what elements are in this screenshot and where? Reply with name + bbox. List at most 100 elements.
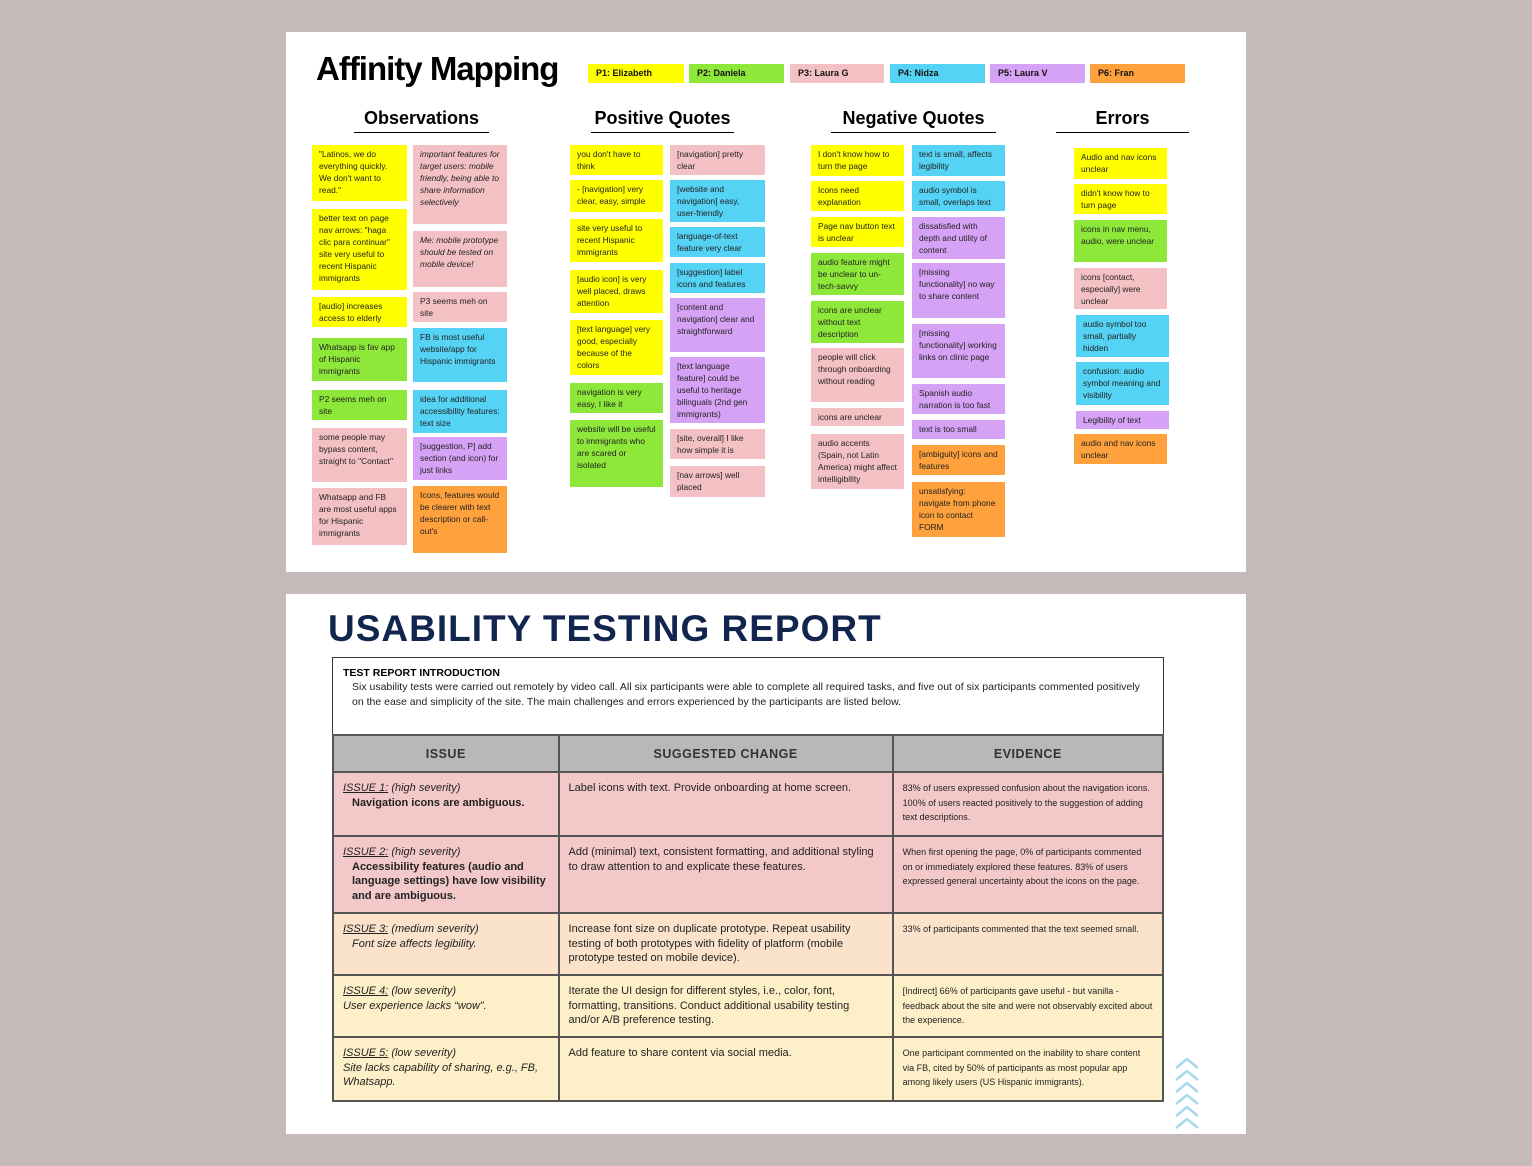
sticky-note: [nav arrows] well placed	[670, 466, 765, 497]
sticky-note: Spanish audio narration is too fast	[912, 384, 1005, 414]
intro-text: Six usability tests were carried out rem…	[352, 681, 1140, 708]
usability-report-slide: USABILITY TESTING REPORT TEST REPORT INT…	[286, 594, 1246, 1134]
affinity-title: Affinity Mapping	[316, 50, 559, 87]
suggested-change-cell: Add feature to share content via social …	[557, 1036, 894, 1102]
sticky-note: Icons, features would be clearer with te…	[413, 486, 507, 553]
issue-description: Font size affects legibility.	[352, 937, 477, 950]
table-row: ISSUE 4: (low severity) User experience …	[332, 974, 1165, 1038]
issue-description: Navigation icons are ambiguous.	[352, 796, 525, 809]
sticky-note: audio symbol is small, overlaps text	[912, 181, 1005, 211]
sticky-note: audio feature might be unclear to un-tec…	[811, 253, 904, 295]
evidence-cell: One participant commented on the inabili…	[891, 1036, 1165, 1102]
legend-p1: P1: Elizabeth	[588, 64, 684, 83]
report-introduction: TEST REPORT INTRODUCTION Six usability t…	[332, 657, 1164, 735]
issue-cell: ISSUE 3: (medium severity) Font size aff…	[332, 912, 560, 976]
issue-label: ISSUE 4:	[343, 985, 389, 997]
suggested-change-cell: Increase font size on duplicate prototyp…	[557, 912, 894, 976]
issue-severity: (medium severity)	[391, 923, 479, 935]
sticky-note: audio symbol too small, partially hidden	[1076, 315, 1169, 357]
sticky-note: website will be useful to immigrants who…	[570, 420, 663, 487]
sticky-note: FB is most useful website/app for Hispan…	[413, 328, 507, 382]
intro-heading: TEST REPORT INTRODUCTION	[343, 667, 500, 679]
sticky-note: icons are unclear without text descripti…	[811, 301, 904, 343]
evidence-cell: 33% of participants commented that the t…	[891, 912, 1165, 976]
sticky-note: didn't know how to turn page	[1074, 184, 1167, 214]
sticky-note: "Latinos, we do everything quickly. We d…	[312, 145, 407, 201]
issue-description: Accessibility features (audio and langua…	[352, 860, 546, 902]
heading-negative-quotes: Negative Quotes	[831, 108, 996, 133]
sticky-note: Icons need explanation	[811, 181, 904, 211]
table-row: ISSUE 1: (high severity) Navigation icon…	[332, 771, 1165, 837]
chevron-up-icon	[1175, 1057, 1199, 1129]
table-row: ISSUE 2: (high severity) Accessibility f…	[332, 835, 1165, 914]
sticky-note: [content and navigation] clear and strai…	[670, 298, 765, 352]
sticky-note: unsatisfying: navigate from phone icon t…	[912, 482, 1005, 537]
issue-severity: (high severity)	[391, 846, 461, 858]
heading-observations: Observations	[354, 108, 489, 133]
evidence-cell: [Indirect] 66% of participants gave usef…	[891, 974, 1165, 1038]
sticky-note: [suggestion] label icons and features	[670, 263, 765, 293]
column-header-issue: ISSUE	[332, 734, 560, 773]
sticky-note: [text language] very good, especially be…	[570, 320, 663, 375]
issue-cell: ISSUE 4: (low severity) User experience …	[332, 974, 560, 1038]
sticky-note: some people may bypass content, straight…	[312, 428, 407, 482]
sticky-note: Page nav button text is unclear	[811, 217, 904, 247]
sticky-note: audio accents (Spain, not Latin America)…	[811, 434, 904, 489]
issue-description: User experience lacks “wow”.	[343, 999, 487, 1012]
sticky-note: icons are unclear	[811, 408, 904, 426]
sticky-note: P3 seems meh on site	[413, 292, 507, 322]
affinity-mapping-slide: Affinity Mapping P1: Elizabeth P2: Danie…	[286, 32, 1246, 572]
sticky-note: people will click through onboarding wit…	[811, 348, 904, 402]
suggested-change-cell: Iterate the UI design for different styl…	[557, 974, 894, 1038]
sticky-note: - [navigation] very clear, easy, simple	[570, 180, 663, 212]
issue-label: ISSUE 2:	[343, 846, 389, 858]
legend-p3: P3: Laura G	[790, 64, 884, 83]
column-header-evidence: EVIDENCE	[891, 734, 1165, 773]
sticky-note: audio and nav icons unclear	[1074, 434, 1167, 464]
issue-label: ISSUE 1:	[343, 782, 389, 794]
table-row: ISSUE 3: (medium severity) Font size aff…	[332, 912, 1165, 976]
sticky-note: navigation is very easy, I like it	[570, 383, 663, 413]
legend-p4: P4: Nidza	[890, 64, 985, 83]
evidence-cell: 83% of users expressed confusion about t…	[891, 771, 1165, 837]
column-header-suggested-change: SUGGESTED CHANGE	[557, 734, 894, 773]
sticky-note: Whatsapp and FB are most useful apps for…	[312, 488, 407, 545]
sticky-note: text is small, affects legibility	[912, 145, 1005, 176]
sticky-note: Whatsapp is fav app of Hispanic immigran…	[312, 338, 407, 381]
issue-cell: ISSUE 5: (low severity) Site lacks capab…	[332, 1036, 560, 1102]
sticky-note: P2 seems meh on site	[312, 390, 407, 420]
sticky-note: [navigation] pretty clear	[670, 145, 765, 175]
sticky-note: text is too small	[912, 420, 1005, 439]
suggested-change-cell: Label icons with text. Provide onboardin…	[557, 771, 894, 837]
issue-label: ISSUE 3:	[343, 923, 389, 935]
issue-cell: ISSUE 1: (high severity) Navigation icon…	[332, 771, 560, 837]
sticky-note: [missing functionality] no way to share …	[912, 263, 1005, 318]
evidence-cell: When first opening the page, 0% of parti…	[891, 835, 1165, 914]
sticky-note: [audio] increases access to elderly	[312, 297, 407, 327]
issue-description: Site lacks capability of sharing, e.g., …	[343, 1061, 539, 1089]
sticky-note: you don't have to think	[570, 145, 663, 175]
heading-positive-quotes: Positive Quotes	[591, 108, 734, 133]
issue-cell: ISSUE 2: (high severity) Accessibility f…	[332, 835, 560, 914]
sticky-note: site very useful to recent Hispanic immi…	[570, 219, 663, 262]
sticky-note: confusion: audio symbol meaning and visi…	[1076, 362, 1169, 405]
legend-p2: P2: Daniela	[689, 64, 784, 83]
sticky-note: Audio and nav icons unclear	[1074, 148, 1167, 179]
sticky-note: [website and navigation] easy, user-frie…	[670, 180, 765, 222]
heading-errors: Errors	[1056, 108, 1189, 133]
issues-table: ISSUE SUGGESTED CHANGE EVIDENCE ISSUE 1:…	[332, 734, 1165, 1102]
sticky-note: Me: mobile prototype should be tested on…	[413, 231, 507, 287]
sticky-note: icons in nav menu, audio, were unclear	[1074, 220, 1167, 262]
table-header-row: ISSUE SUGGESTED CHANGE EVIDENCE	[332, 734, 1165, 773]
report-title: USABILITY TESTING REPORT	[328, 608, 882, 649]
sticky-note: icons [contact, especially] were unclear	[1074, 268, 1167, 309]
sticky-note: Legibility of text	[1076, 411, 1169, 429]
issue-severity: (low severity)	[391, 985, 457, 997]
legend-p6: P6: Fran	[1090, 64, 1185, 83]
sticky-note: better text on page nav arrows: "haga cl…	[312, 209, 407, 290]
sticky-note: [missing functionality] working links on…	[912, 324, 1005, 378]
sticky-note: I don't know how to turn the page	[811, 145, 904, 176]
sticky-note: [text language feature] could be useful …	[670, 357, 765, 423]
issue-severity: (high severity)	[391, 782, 461, 794]
sticky-note: language-of-text feature very clear	[670, 227, 765, 257]
